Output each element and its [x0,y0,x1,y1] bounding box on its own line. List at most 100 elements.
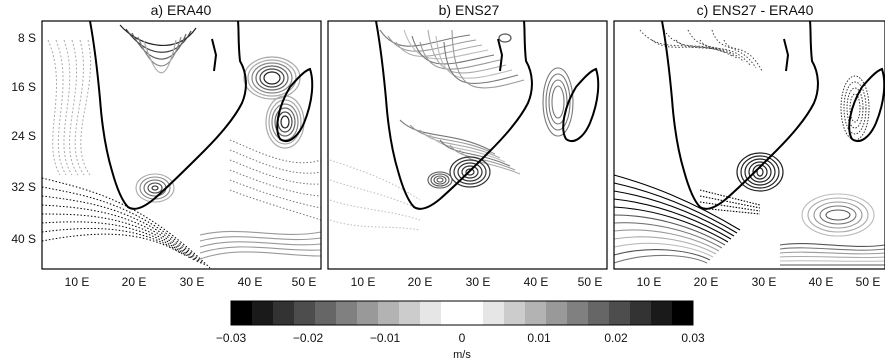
colorbar-cell [357,301,379,325]
panel-c-diff: c) ENS27 - ERA40 [613,2,885,270]
colorbar-frame [230,300,694,326]
contour-line [41,177,211,269]
contour-line [199,230,322,236]
colorbar-cell [336,301,358,325]
contour-ring [498,33,512,43]
contour-line [229,189,322,221]
colorbar-cells [231,301,694,325]
contour-ring [752,164,768,180]
lat-tick-8s: 8 S [18,31,36,45]
contour-line [429,134,506,163]
contour-line [41,186,207,267]
contour-line [403,29,489,60]
contour-line [651,39,727,54]
contour-line [699,189,761,206]
contour-ring [255,65,289,91]
contour-line [399,119,491,151]
colorbar-cell [651,301,673,325]
contour-line [439,139,511,167]
lat-tick-32s: 32 S [11,180,36,194]
contour-ring [846,87,864,129]
colorbar-cell [504,301,526,325]
contour-line [613,174,741,231]
lon-c-20e: 20 E [694,275,719,289]
contour-line [613,206,729,243]
contour-ring [819,205,857,225]
colorbar-cell [462,301,484,325]
colorbar: −0.03 −0.02 −0.01 0 0.01 0.02 0.03 m/s [216,300,705,361]
contour-line [41,227,187,257]
contour-line [131,32,187,60]
contour-line [459,149,521,175]
contour-line [779,251,885,255]
contour-ring [263,71,281,85]
contour-line [395,41,483,57]
colorbar-cell [378,301,400,325]
contour-ring [548,79,568,125]
latitude-labels: 8 S 16 S 24 S 32 S 40 S [11,31,36,246]
colorbar-cell [588,301,610,325]
contour-ring [740,155,780,189]
contour-line [451,29,525,89]
island-b [497,38,504,72]
contour-line [699,39,751,66]
contour-line [613,229,720,252]
lon-a-30e: 30 E [180,275,205,289]
colorbar-tick-m002: −0.02 [293,331,324,345]
contour-line [379,29,471,47]
contour-ring [551,85,565,119]
contour-line [329,219,421,231]
contour-line [613,242,714,258]
contour-line [41,204,199,263]
colorbar-cell [231,301,253,325]
lon-c-10e: 10 E [637,275,662,289]
contour-line [409,124,496,155]
island-a [211,38,218,72]
colorbar-tick-m003: −0.03 [216,331,247,345]
lon-a-50e: 50 E [292,275,317,289]
contour-line [613,249,711,261]
longitude-labels: 10 E 20 E 30 E 40 E 50 E 10 E 20 E 30 E … [65,275,881,289]
colorbar-tick-m001: −0.01 [370,331,401,345]
contour-ring [825,209,851,221]
colorbar-cell [315,301,337,325]
contour-line [427,29,507,74]
colorbar-tick-001: 0.01 [527,331,551,345]
colorbar-cell [483,301,505,325]
contour-line [69,39,79,176]
contour-line [613,222,723,249]
contour-ring [736,152,784,192]
contour-line [199,241,322,248]
contour-line [199,236,322,242]
madagascar-c [848,67,885,142]
frame-c [613,20,885,270]
contour-line [663,29,733,57]
madagascar-a [276,67,314,142]
contour-line [229,139,322,164]
contour-line [229,149,322,174]
contour-line [699,195,761,209]
colorbar-tick-003: 0.03 [681,331,705,345]
contour-ring [801,193,875,237]
contour-ring [449,156,491,188]
colorbar-cell [294,301,316,325]
contour-line [329,159,421,201]
contour-line [229,159,322,185]
colorbar-cell [252,301,274,325]
contour-ring [247,59,297,97]
contour-line [74,39,85,176]
colorbar-unit: m/s [453,349,471,361]
contour-line [80,39,92,176]
coastline-c [661,20,819,210]
contour-ring [744,158,776,186]
colorbar-cell [273,301,295,325]
contour-ring [251,62,293,94]
contour-line [435,35,513,79]
lon-b-10e: 10 E [351,275,376,289]
panel-c-title: c) ENS27 - ERA40 [697,2,814,18]
madagascar-b [562,67,600,142]
panel-a-era40: a) ERA40 [41,2,322,270]
lat-tick-16s: 16 S [11,80,36,94]
contour-line [687,29,745,63]
contour-line [613,214,726,246]
